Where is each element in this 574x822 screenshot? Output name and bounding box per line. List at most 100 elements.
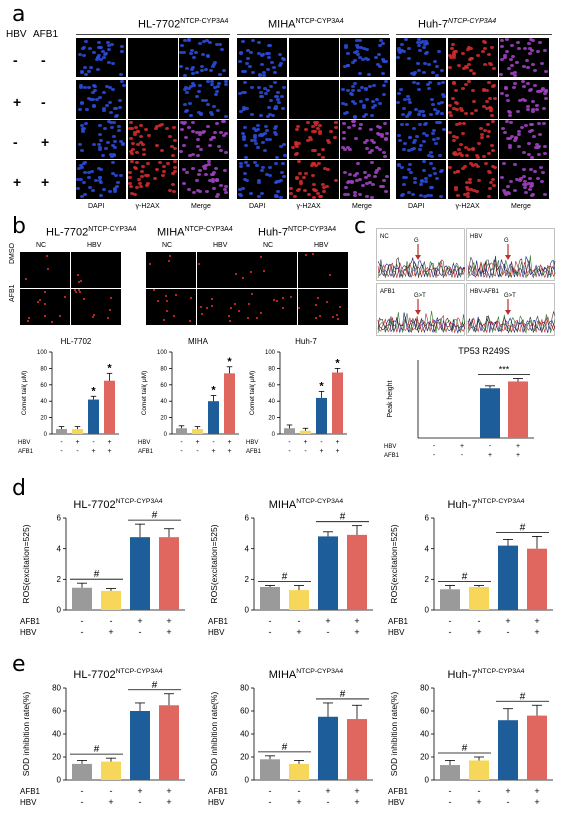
cell-nucleus (422, 140, 427, 144)
comet-cell (71, 289, 121, 325)
cell-nucleus (407, 56, 412, 60)
bar (176, 428, 187, 434)
sanger-chromatograms: NC G HBV G AFB1 G>T HBV-AFB1 G>T (376, 228, 556, 336)
y-axis-label: ROS(excitation=525) (389, 524, 399, 603)
cell-nucleus (316, 161, 321, 165)
panel-a-underline-2 (237, 34, 389, 35)
cell-nucleus (267, 52, 271, 56)
cell-nucleus (541, 107, 546, 111)
cell-nucleus (503, 54, 508, 58)
cell-nucleus (377, 167, 382, 171)
y-tick-label: 80 (160, 366, 167, 372)
cell-nucleus (502, 130, 507, 134)
cell-nucleus (109, 155, 114, 159)
treatment-mark: + (166, 797, 171, 807)
cell-nucleus (357, 89, 362, 93)
cell-nucleus (355, 50, 360, 54)
cell-nucleus (448, 55, 453, 59)
cell-nucleus (368, 85, 373, 89)
comet (43, 302, 46, 305)
cell-nucleus (101, 109, 106, 113)
channel-label: γ-H2AX (135, 203, 160, 210)
treatment-label: AFB1 (384, 453, 400, 459)
cell-nucleus (424, 41, 429, 45)
cell-nucleus (87, 97, 92, 101)
cell-nucleus (436, 137, 441, 141)
cell-nucleus (528, 88, 533, 92)
cell-nucleus (215, 192, 220, 196)
cell-nucleus (191, 191, 196, 195)
cell-nucleus (352, 120, 357, 124)
comet (298, 306, 301, 309)
cell-nucleus (542, 152, 547, 156)
bar (318, 536, 338, 610)
cell-nucleus (542, 91, 547, 95)
chart-d2: MIHANTCP-CYP3A4 0 2 4 6 ROS(excitation=525) # #… (208, 498, 373, 637)
cell-nucleus (214, 179, 219, 183)
cell-nucleus (250, 85, 255, 89)
cell-nucleus (197, 173, 202, 177)
cell-nucleus (82, 161, 87, 165)
cell-nucleus (119, 49, 124, 53)
cell-nucleus (79, 148, 84, 152)
cell-nucleus (452, 80, 457, 84)
cell-nucleus (464, 185, 469, 189)
cell-nucleus (467, 63, 472, 67)
cell-nucleus (89, 169, 94, 173)
cell-nucleus (516, 130, 521, 134)
cell-nucleus (267, 55, 272, 59)
treatment-mark: + (137, 616, 142, 626)
cell-nucleus (481, 87, 486, 91)
cell-nucleus (194, 130, 199, 134)
cell-nucleus (127, 175, 132, 179)
cell-nucleus (83, 65, 88, 69)
cell-nucleus (343, 45, 348, 49)
cell-nucleus (78, 52, 83, 56)
cell-nucleus (403, 98, 408, 102)
cell-nucleus (524, 183, 529, 187)
cell-nucleus (402, 107, 407, 111)
cell-nucleus (482, 41, 487, 44)
cell-nucleus (114, 106, 119, 110)
cell-nucleus (77, 143, 82, 146)
cell-nucleus (384, 138, 389, 142)
bar (498, 720, 518, 780)
cell-nucleus (417, 109, 422, 113)
cell-nucleus (179, 65, 184, 69)
cell-nucleus (316, 191, 321, 195)
comet (63, 296, 66, 299)
cell-nucleus (490, 143, 495, 147)
cell-nucleus (84, 39, 89, 43)
cell-nucleus (268, 44, 273, 48)
cell-nucleus (539, 61, 544, 65)
y-tick-label: 80 (268, 366, 275, 372)
cell-nucleus (270, 113, 275, 117)
treatment-mark: - (449, 616, 452, 626)
treatment-mark: + (354, 797, 359, 807)
cell-nucleus (417, 88, 422, 92)
microscopy-cell (127, 120, 178, 159)
cell-nucleus (82, 86, 87, 90)
cell-nucleus (281, 161, 286, 165)
row-header-hbv: HBV (6, 29, 27, 40)
cell-nucleus (313, 164, 318, 168)
cell-nucleus (425, 51, 429, 55)
significance-marker: # (340, 689, 346, 700)
cell-nucleus (296, 160, 301, 164)
chart-c: TP53 R249S Peak height *** HBV - + - + AFB1 - - + + (384, 346, 534, 459)
cell-nucleus (358, 46, 363, 50)
microscopy-cell (237, 120, 287, 159)
cell-nucleus (119, 80, 124, 84)
cell-nucleus (355, 171, 360, 175)
cell-nucleus (103, 52, 108, 56)
cell-nucleus (423, 43, 428, 47)
cell-nucleus (119, 72, 124, 76)
comet-cell (197, 289, 247, 325)
treatment-mark: + (534, 786, 539, 796)
cell-nucleus (358, 56, 363, 60)
cell-nucleus (508, 136, 513, 140)
cell-nucleus (420, 39, 425, 43)
cell-nucleus (465, 181, 470, 185)
cell-nucleus (182, 38, 187, 42)
cell-nucleus (281, 175, 286, 179)
